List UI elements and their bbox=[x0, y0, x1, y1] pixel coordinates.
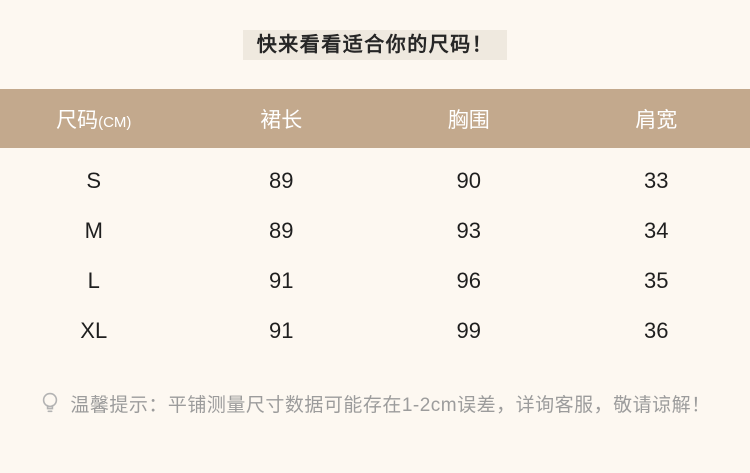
cell-size: XL bbox=[80, 318, 108, 343]
tip-note: 温馨提示：平铺测量尺寸数据可能存在1-2cm误差，详询客服，敬请谅解！ bbox=[0, 390, 750, 417]
cell-bust: 99 bbox=[456, 318, 481, 343]
cell-skirt-length: 91 bbox=[269, 268, 294, 293]
column-header-size-unit: (CM) bbox=[98, 113, 132, 131]
cell-size: S bbox=[86, 168, 102, 193]
cell-shoulder: 33 bbox=[644, 168, 669, 193]
cell-shoulder: 36 bbox=[644, 318, 669, 343]
table-row-m: M 89 93 34 bbox=[0, 206, 750, 256]
cell-skirt-length: 89 bbox=[269, 218, 294, 243]
cell-size: M bbox=[84, 218, 103, 243]
size-table: 尺码(CM) 裙长 胸围 肩宽 S 89 90 33 M 89 93 34 L … bbox=[0, 89, 750, 356]
table-row-s: S 89 90 33 bbox=[0, 156, 750, 206]
cell-shoulder: 34 bbox=[644, 218, 669, 243]
cell-skirt-length: 91 bbox=[269, 318, 294, 343]
table-header-row: 尺码(CM) 裙长 胸围 肩宽 bbox=[0, 89, 750, 148]
column-header-skirt-length: 裙长 bbox=[260, 108, 303, 132]
cell-bust: 90 bbox=[456, 168, 481, 193]
tip-text: 温馨提示：平铺测量尺寸数据可能存在1-2cm误差，详询客服，敬请谅解！ bbox=[70, 395, 711, 416]
cell-size: L bbox=[87, 268, 100, 293]
page-title: 快来看看适合你的尺码！ bbox=[242, 30, 508, 60]
page-title-wrap: 快来看看适合你的尺码！ bbox=[0, 30, 750, 60]
cell-bust: 96 bbox=[456, 268, 481, 293]
column-header-size: 尺码(CM) bbox=[0, 104, 188, 134]
table-body: S 89 90 33 M 89 93 34 L 91 96 35 XL 91 9… bbox=[0, 156, 750, 356]
cell-shoulder: 35 bbox=[644, 268, 669, 293]
column-header-size-label: 尺码 bbox=[56, 108, 99, 132]
lightbulb-icon bbox=[39, 391, 61, 417]
table-row-xl: XL 91 99 36 bbox=[0, 306, 750, 356]
cell-skirt-length: 89 bbox=[269, 168, 294, 193]
column-header-bust: 胸围 bbox=[447, 108, 490, 132]
table-row-l: L 91 96 35 bbox=[0, 256, 750, 306]
cell-bust: 93 bbox=[456, 218, 481, 243]
column-header-shoulder: 肩宽 bbox=[635, 108, 678, 132]
